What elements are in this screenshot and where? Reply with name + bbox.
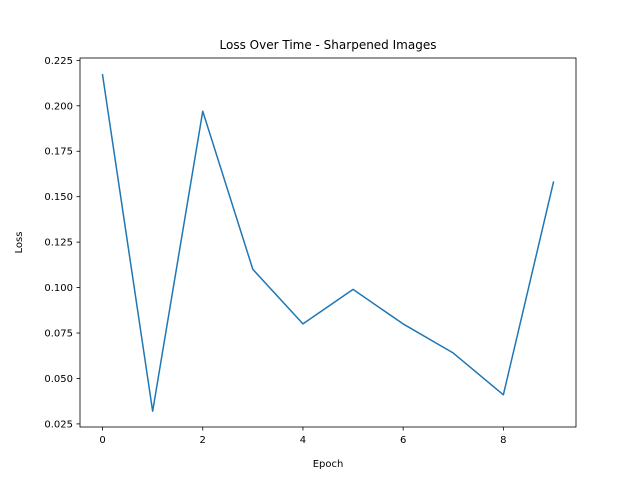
y-tick-label: 0.175 — [44, 147, 73, 158]
x-tick-label: 0 — [99, 435, 105, 446]
y-tick-label: 0.225 — [44, 56, 73, 67]
y-tick-label: 0.050 — [44, 374, 73, 385]
y-tick-label: 0.125 — [44, 238, 73, 249]
x-axis: 0 2 4 6 8 — [99, 427, 507, 446]
plot-area — [101, 74, 555, 412]
y-axis-label: Loss — [14, 232, 25, 254]
y-tick-label: 0.100 — [44, 283, 73, 294]
y-tick-label: 0.075 — [44, 329, 73, 340]
x-tick-label: 4 — [300, 435, 306, 446]
x-axis-label: Epoch — [313, 459, 344, 470]
x-tick-label: 2 — [200, 435, 206, 446]
y-axis: 0.025 0.050 0.075 0.100 0.125 0.150 0.175 0.200… — [44, 56, 80, 430]
axes-frame — [79, 57, 577, 428]
series-line — [101, 74, 555, 412]
chart-title: Loss Over Time - Sharpened Images — [220, 38, 437, 52]
y-tick-label: 0.150 — [44, 192, 73, 203]
y-tick-label: 0.025 — [44, 419, 73, 430]
x-tick-label: 8 — [500, 435, 506, 446]
x-tick-label: 6 — [400, 435, 406, 446]
y-tick-label: 0.200 — [44, 101, 73, 112]
